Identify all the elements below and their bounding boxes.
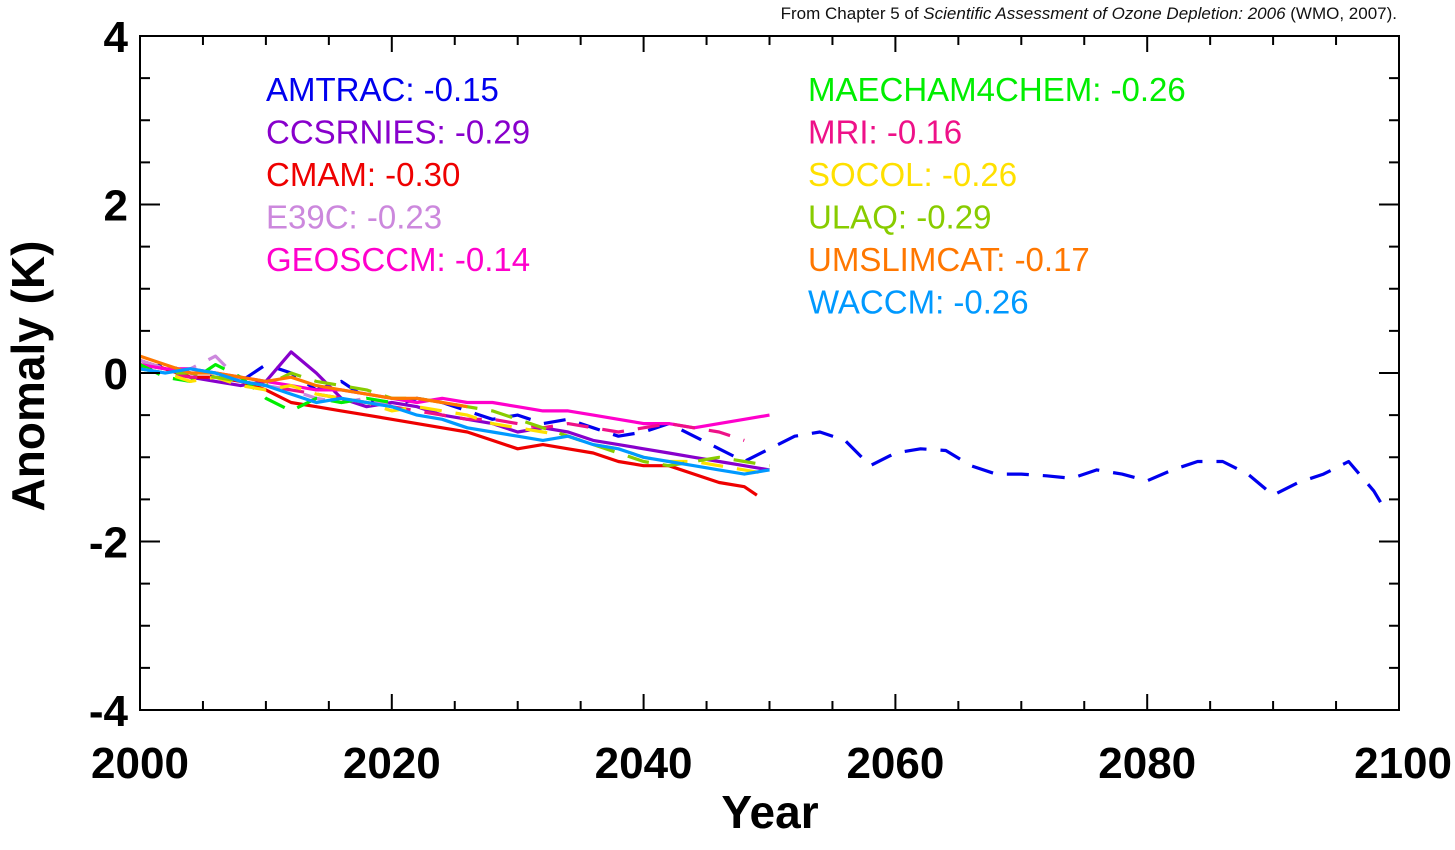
y-tick-label: -4 [89,687,129,736]
x-tick-label: 2080 [1098,739,1196,788]
series-line [139,367,745,442]
y-tick-label: 4 [104,13,129,62]
legend-entry: ULAQ: -0.29 [808,199,991,236]
legend-entry: AMTRAC: -0.15 [266,71,499,108]
x-axis-title: Year [721,786,818,838]
legend-entry: UMSLIMCAT: -0.17 [808,241,1090,278]
x-tick-label: 2040 [595,739,693,788]
x-tick-label: 2000 [91,739,189,788]
y-tick-label: 2 [104,182,128,231]
attribution-title: Scientific Assessment of Ozone Depletion… [923,4,1286,23]
x-tick-label: 2060 [846,739,944,788]
legend-entry: E39C: -0.23 [266,199,442,236]
legend-entry: WACCM: -0.26 [808,284,1029,321]
legend-entry: MAECHAM4CHEM: -0.26 [808,71,1186,108]
series-line [139,363,1388,513]
x-tick-label: 2100 [1354,739,1452,788]
attribution-prefix: From Chapter 5 of [780,4,924,23]
series-line [139,367,770,468]
y-axis-title: Anomaly (K) [2,241,54,512]
series-line [139,367,770,476]
series-layer [139,350,1388,513]
legend-entry: MRI: -0.16 [808,114,962,151]
series-line [139,367,770,476]
legend-entry: GEOSCCM: -0.14 [266,241,530,278]
y-tick-label: 0 [104,350,128,399]
tick-layer: 2000 2020 2040 2060 2080 2100 -4 -2 0 2 4 [89,13,1452,788]
x-tick-label: 2020 [343,739,441,788]
attribution-suffix: (WMO, 2007). [1285,4,1397,23]
series-line [139,354,468,409]
legend-entry: CMAM: -0.30 [266,156,460,193]
y-tick-label: -2 [89,519,128,568]
legend-entry: CCSRNIES: -0.29 [266,114,530,151]
legend-entry: SOCOL: -0.26 [808,156,1017,193]
attribution-text: From Chapter 5 of Scientific Assessment … [781,4,1397,24]
series-line [139,350,770,472]
legend-layer: AMTRAC: -0.15 CCSRNIES: -0.29 CMAM: -0.30 E… [266,71,1186,321]
